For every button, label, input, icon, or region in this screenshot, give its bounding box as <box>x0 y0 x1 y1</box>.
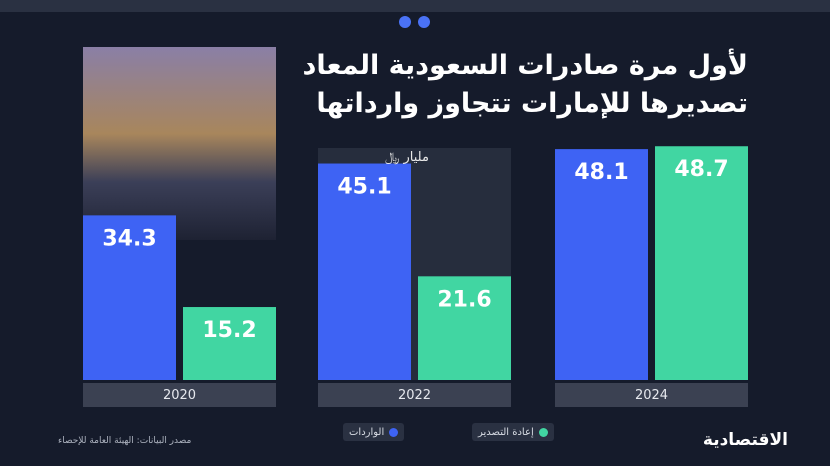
value-label: 34.3 <box>102 226 156 251</box>
x-tick-label: 2022 <box>398 388 431 403</box>
bar <box>655 146 748 380</box>
page-dot <box>418 16 430 28</box>
year-strip <box>555 383 748 407</box>
brand-logo: الاقتصادية <box>702 430 788 450</box>
x-tick-label: 2024 <box>635 388 668 403</box>
value-label: 48.7 <box>674 157 728 182</box>
legend-item: إعادة التصدير <box>472 423 554 441</box>
value-label: 21.6 <box>437 287 491 312</box>
legend-item: الواردات <box>343 423 405 441</box>
unit-label: مليار ﷼ <box>385 150 429 165</box>
bar <box>555 149 648 380</box>
top-strip <box>0 0 830 12</box>
page-dot <box>399 16 411 28</box>
value-label: 15.2 <box>202 318 256 343</box>
legend-swatch <box>389 427 399 437</box>
bar <box>83 215 176 380</box>
title-line: لأول مرة صادرات السعودية المعاد <box>302 50 748 81</box>
bar <box>418 276 511 380</box>
year-strip <box>83 383 276 407</box>
photo-panel <box>83 47 276 240</box>
value-label: 45.1 <box>337 175 391 200</box>
bar <box>183 307 276 380</box>
title-line: تصديرها للإمارات تتجاوز وارداتها <box>316 88 748 119</box>
x-tick-label: 2020 <box>163 388 196 403</box>
year-strip <box>318 383 511 407</box>
source-note: مصدر البيانات: الهيئة العامة للإحصاء <box>58 436 192 446</box>
legend-swatch <box>538 427 548 437</box>
bar <box>318 163 411 380</box>
legend-label: الواردات <box>349 426 385 438</box>
legend-label: إعادة التصدير <box>478 426 534 438</box>
value-label: 48.1 <box>574 160 628 185</box>
